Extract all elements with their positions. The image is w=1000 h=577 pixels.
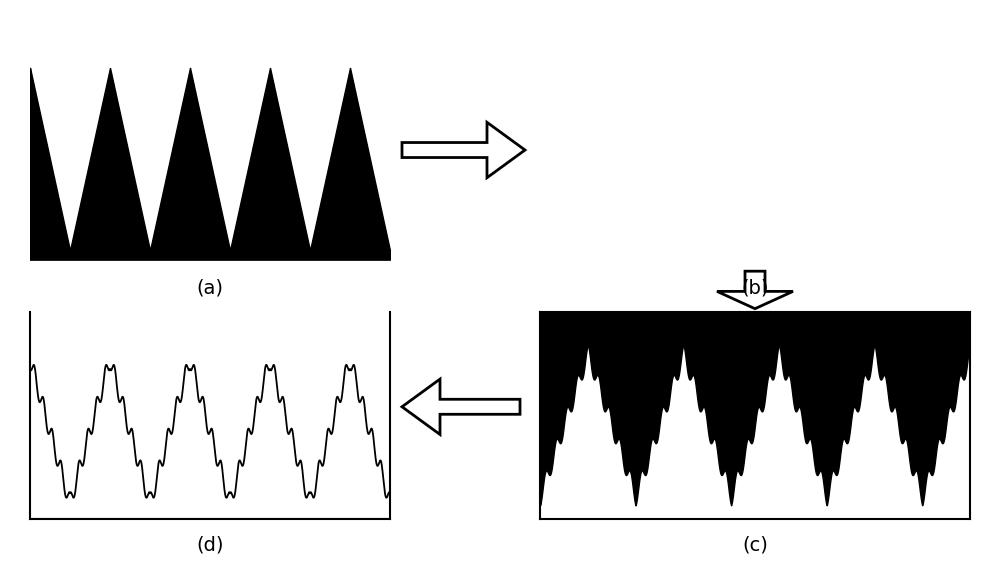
Polygon shape <box>402 122 525 178</box>
Text: (c): (c) <box>742 536 768 554</box>
Text: (b): (b) <box>741 279 769 298</box>
Polygon shape <box>402 379 520 434</box>
Text: (d): (d) <box>196 536 224 554</box>
Text: (a): (a) <box>196 279 224 298</box>
Polygon shape <box>717 271 793 309</box>
